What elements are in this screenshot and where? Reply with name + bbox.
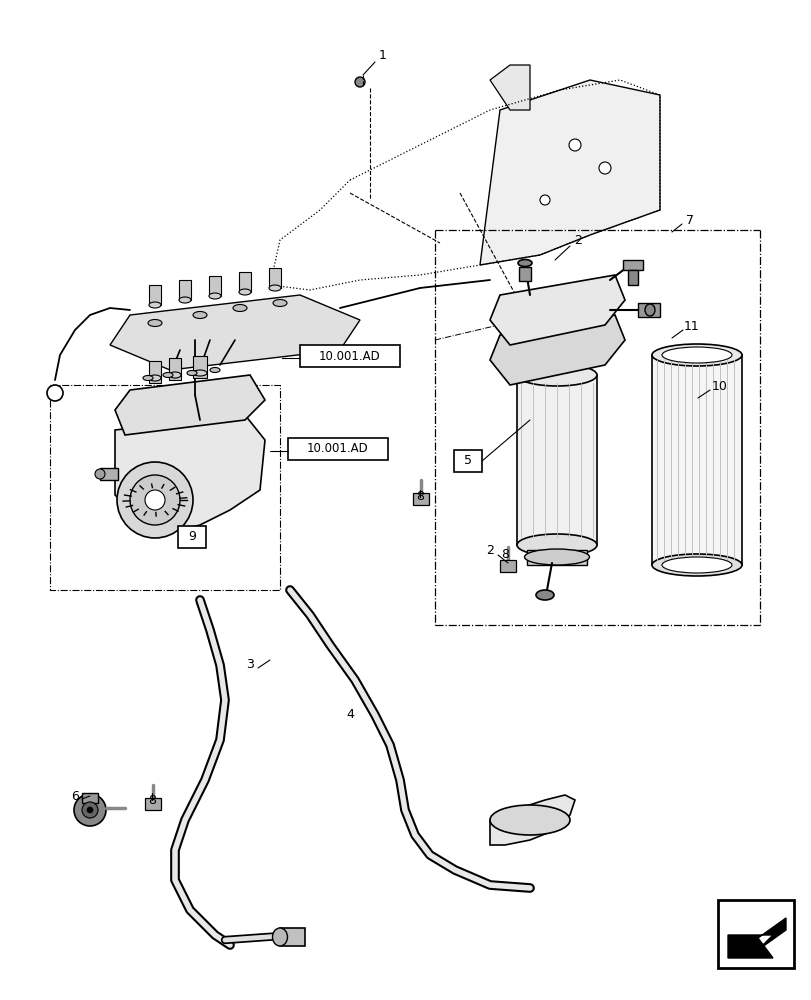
- Circle shape: [145, 490, 165, 510]
- Bar: [268, 268, 281, 288]
- Ellipse shape: [268, 285, 281, 291]
- Ellipse shape: [187, 370, 197, 375]
- Ellipse shape: [210, 367, 220, 372]
- Ellipse shape: [163, 372, 173, 377]
- Text: 11: 11: [684, 320, 699, 332]
- Ellipse shape: [169, 372, 181, 378]
- Bar: [82, 793, 98, 803]
- Bar: [526, 550, 586, 565]
- Ellipse shape: [178, 297, 191, 303]
- Text: 8: 8: [500, 548, 508, 562]
- Bar: [208, 276, 221, 296]
- Ellipse shape: [661, 347, 731, 363]
- Ellipse shape: [148, 320, 162, 326]
- Text: 2: 2: [573, 233, 581, 246]
- Circle shape: [47, 385, 63, 401]
- Bar: [517, 375, 596, 545]
- Polygon shape: [489, 795, 574, 845]
- Text: 4: 4: [345, 708, 354, 721]
- Ellipse shape: [238, 289, 251, 295]
- Polygon shape: [109, 295, 359, 370]
- Text: 6: 6: [71, 790, 79, 802]
- Ellipse shape: [233, 304, 247, 312]
- Text: 9: 9: [188, 530, 195, 544]
- Polygon shape: [115, 375, 264, 435]
- Bar: [148, 361, 161, 383]
- Ellipse shape: [517, 534, 596, 556]
- Polygon shape: [115, 415, 264, 530]
- Circle shape: [599, 162, 610, 174]
- Ellipse shape: [489, 805, 569, 835]
- Bar: [145, 798, 161, 810]
- Ellipse shape: [148, 375, 161, 381]
- Bar: [627, 270, 637, 285]
- Ellipse shape: [524, 549, 589, 565]
- Ellipse shape: [272, 300, 286, 306]
- Ellipse shape: [517, 364, 596, 386]
- Bar: [651, 355, 741, 565]
- Ellipse shape: [661, 557, 731, 573]
- Bar: [148, 285, 161, 305]
- Text: 1: 1: [379, 49, 387, 62]
- Text: 10: 10: [711, 379, 727, 392]
- Ellipse shape: [208, 293, 221, 299]
- Ellipse shape: [644, 304, 654, 316]
- Text: 5: 5: [463, 454, 471, 468]
- Ellipse shape: [651, 344, 741, 366]
- Bar: [238, 272, 251, 292]
- Circle shape: [539, 195, 549, 205]
- Bar: [717, 900, 793, 968]
- Bar: [453, 450, 482, 472]
- Text: 10.001.AD: 10.001.AD: [319, 350, 380, 362]
- Polygon shape: [489, 315, 624, 385]
- Polygon shape: [489, 65, 530, 110]
- Bar: [637, 303, 659, 317]
- Text: 3: 3: [246, 658, 254, 672]
- Bar: [178, 280, 191, 300]
- Polygon shape: [727, 918, 785, 958]
- Ellipse shape: [517, 259, 531, 266]
- Ellipse shape: [272, 928, 287, 946]
- Polygon shape: [479, 80, 659, 265]
- Circle shape: [569, 139, 581, 151]
- Circle shape: [74, 794, 106, 826]
- Text: 7: 7: [685, 214, 693, 227]
- Bar: [280, 928, 305, 946]
- Polygon shape: [489, 275, 624, 345]
- Bar: [169, 358, 181, 380]
- Bar: [288, 438, 388, 460]
- Ellipse shape: [651, 554, 741, 576]
- Ellipse shape: [535, 590, 553, 600]
- Bar: [413, 493, 428, 505]
- Text: 8: 8: [148, 793, 156, 806]
- Bar: [178, 526, 206, 548]
- Ellipse shape: [143, 375, 152, 380]
- Circle shape: [354, 77, 365, 87]
- Ellipse shape: [95, 469, 105, 479]
- Bar: [500, 560, 515, 572]
- Circle shape: [117, 462, 193, 538]
- Text: 10.001.AD: 10.001.AD: [307, 442, 368, 456]
- Ellipse shape: [193, 312, 207, 318]
- Text: 2: 2: [486, 544, 493, 556]
- Ellipse shape: [148, 302, 161, 308]
- Bar: [518, 267, 530, 281]
- Ellipse shape: [193, 370, 207, 376]
- Circle shape: [82, 802, 98, 818]
- Circle shape: [87, 807, 93, 813]
- Bar: [622, 260, 642, 270]
- Bar: [299, 345, 400, 367]
- Bar: [193, 356, 207, 378]
- Text: 8: 8: [415, 489, 423, 502]
- Bar: [100, 468, 118, 480]
- Circle shape: [130, 475, 180, 525]
